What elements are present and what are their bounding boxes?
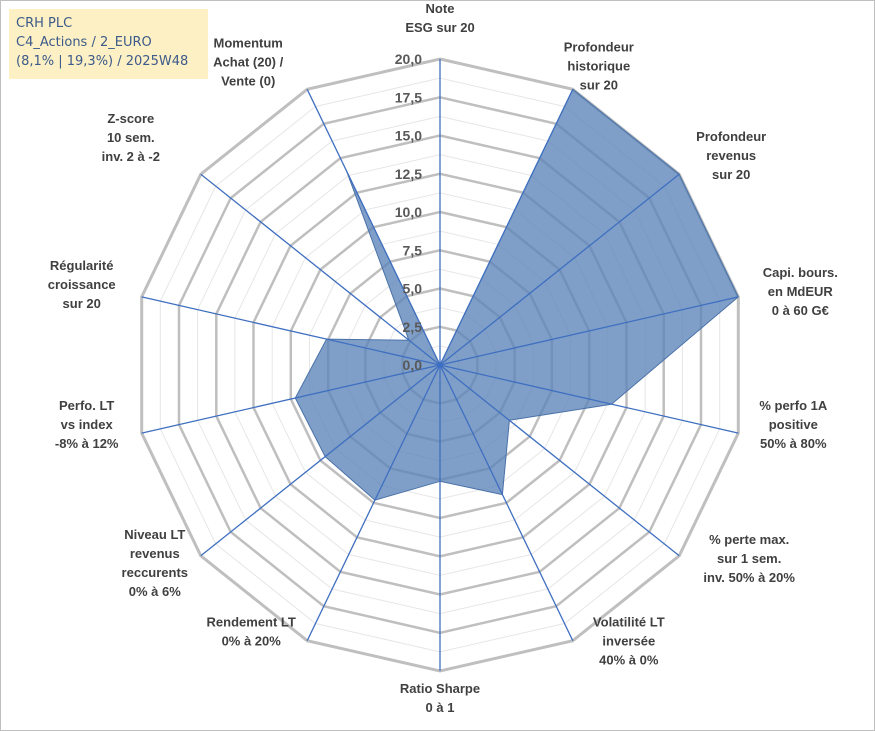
tick-label: 17,5	[395, 89, 422, 105]
series-area-0	[294, 88, 739, 501]
axis-label: Niveau LT revenus reccurents 0% à 6%	[122, 527, 188, 599]
axis-label-line: Profondeur	[696, 129, 766, 144]
axis-spoke	[141, 296, 441, 366]
axis-labels: Note ESG sur 20 Profondeur historique sur 20…	[48, 1, 838, 715]
axis-label-line: ESG sur 20	[405, 20, 474, 35]
axis-label-line: sur 1 sem.	[717, 551, 781, 566]
axis-spoke	[200, 364, 441, 557]
axis-spoke	[200, 173, 441, 366]
axis-label-line: historique	[567, 58, 630, 73]
axis-label-line: 50% à 80%	[760, 436, 827, 451]
axis-label-line: % perfo 1A	[759, 398, 828, 413]
tick-label: 12,5	[395, 166, 422, 182]
info-box: CRH PLC C4_Actions / 2_EURO (8,1% | 19,3…	[9, 9, 208, 79]
axis-label-line: sur 20	[63, 296, 101, 311]
axis-label: Profondeur revenus sur 20	[696, 129, 766, 182]
axis-label-line: 10 sem.	[107, 130, 155, 145]
info-stats: (8,1% | 19,3%) / 2025W48	[16, 54, 189, 69]
axis-label-line: -8% à 12%	[55, 436, 119, 451]
axis-label-line: Profondeur	[564, 39, 634, 54]
axis-label-line: inversée	[602, 634, 655, 649]
axis-spoke	[306, 89, 441, 366]
axis-label: Capi. bours. en MdEUR 0 à 60 G€	[763, 265, 838, 318]
axis-label: Note ESG sur 20	[405, 1, 474, 35]
tick-label: 10,0	[395, 204, 422, 220]
axis-label-line: sur 20	[580, 77, 618, 92]
axis-label-line: Niveau LT	[124, 527, 185, 542]
axis-label: Z-score 10 sem. inv. 2 à -2	[102, 111, 160, 164]
axis-label-line: revenus	[706, 148, 756, 163]
axis-spokes	[141, 59, 739, 671]
axis-label-line: Rendement LT	[207, 615, 296, 630]
tick-label: 2,5	[403, 319, 423, 335]
axis-label-line: revenus	[130, 546, 180, 561]
series-group	[294, 88, 739, 501]
axis-label: % perte max. sur 1 sem. inv. 50% à 20%	[703, 532, 795, 585]
axis-spoke	[439, 364, 739, 434]
axis-label-line: reccurents	[122, 565, 188, 580]
axis-label: Rendement LT 0% à 20%	[207, 615, 296, 649]
axis-label-line: 0 à 60 G€	[772, 303, 829, 318]
axis-label-line: inv. 50% à 20%	[703, 570, 795, 585]
axis-spoke	[141, 364, 441, 434]
axis-label-line: 0% à 6%	[129, 584, 181, 599]
axis-label-line: 0 à 1	[426, 700, 455, 715]
tick-label: 0,0	[403, 357, 423, 373]
axis-label-line: Volatilité LT	[593, 615, 665, 630]
tick-label: 15,0	[395, 128, 422, 144]
axis-label-line: vs index	[61, 417, 114, 432]
axis-label: Ratio Sharpe 0 à 1	[400, 681, 480, 715]
axis-label: Perfo. LT vs index -8% à 12%	[55, 398, 119, 451]
axis-label-line: Capi. bours.	[763, 265, 838, 280]
axis-spoke	[306, 364, 441, 641]
tick-label: 7,5	[403, 242, 423, 258]
axis-label-line: Vente (0)	[221, 73, 275, 88]
axis-label-line: Perfo. LT	[59, 398, 114, 413]
axis-spoke	[439, 364, 574, 641]
axis-label-line: 40% à 0%	[599, 653, 659, 668]
axis-label-line: positive	[769, 417, 818, 432]
axis-spoke	[439, 89, 574, 366]
axis-label-line: Achat (20) /	[213, 54, 283, 69]
axis-label-line: % perte max.	[709, 532, 789, 547]
radial-tick-labels: 0,0 2,5 5,0 7,5 10,0 12,5 15,0 17,5 20,0	[395, 51, 422, 373]
axis-label: Volatilité LT inversée 40% à 0%	[593, 615, 665, 668]
axis-label: % perfo 1A positive 50% à 80%	[759, 398, 828, 451]
axis-label-line: 0% à 20%	[222, 634, 282, 649]
axis-label: Momentum Achat (20) / Vente (0)	[213, 35, 283, 88]
tick-label: 5,0	[403, 281, 423, 297]
axis-label-line: Note	[426, 1, 455, 16]
axis-label: Régularité croissance sur 20	[48, 258, 116, 311]
axis-spoke	[439, 173, 680, 366]
tick-label: 20,0	[395, 51, 422, 67]
axis-label-line: Momentum	[214, 35, 283, 50]
axis-label-line: Ratio Sharpe	[400, 681, 480, 696]
axis-label-line: Régularité	[50, 258, 114, 273]
axis-spoke	[439, 296, 739, 366]
axis-label-line: croissance	[48, 277, 116, 292]
axis-label-line: en MdEUR	[768, 284, 834, 299]
axis-label-line: sur 20	[712, 167, 750, 182]
axis-label-line: Z-score	[107, 111, 154, 126]
info-company: CRH PLC	[16, 16, 73, 31]
axis-spoke	[439, 364, 680, 557]
info-category: C4_Actions / 2_EURO	[16, 35, 152, 50]
axis-label: Profondeur historique sur 20	[564, 39, 634, 92]
axis-label-line: inv. 2 à -2	[102, 149, 160, 164]
